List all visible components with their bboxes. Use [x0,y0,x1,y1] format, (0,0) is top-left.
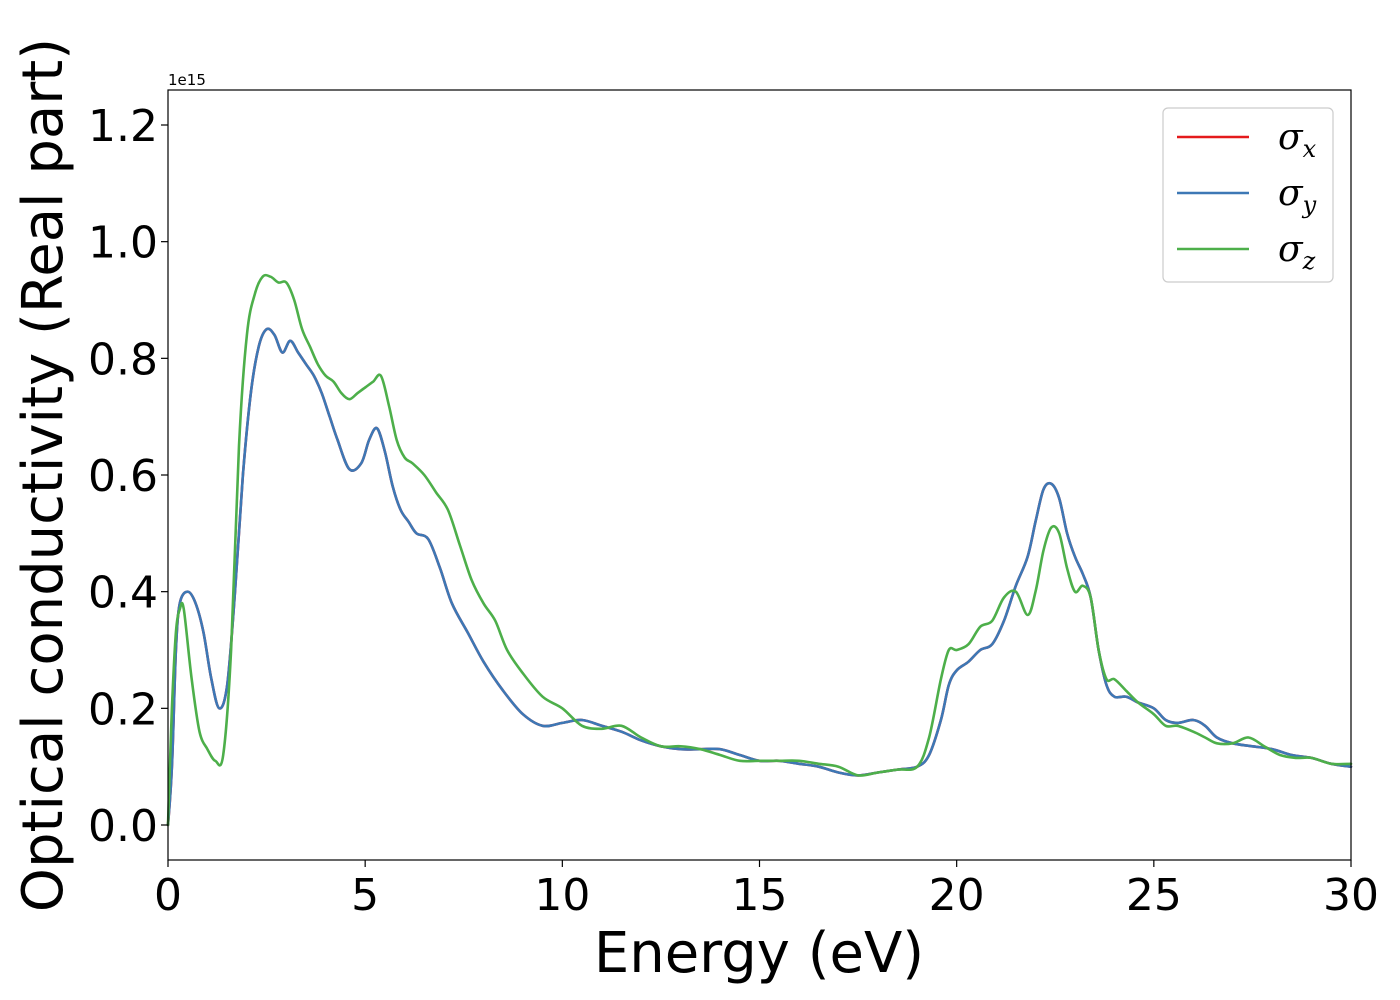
series-line-y [166,327,1353,827]
y-axis-ticks: 0.0 0.2 0.4 0.6 0.8 1.0 1.2 [88,101,168,852]
legend-label-y: σy [1278,173,1317,219]
x-axis-ticks: 0 5 10 15 20 25 30 [154,860,1379,921]
x-tick-label: 5 [351,870,379,921]
y-offset-label: 1e15 [168,71,206,89]
x-tick-label: 30 [1323,870,1379,921]
y-tick-label: 1.0 [88,218,158,269]
y-tick-label: 1.2 [88,101,158,152]
series-layer [166,273,1353,827]
y-tick-label: 0.0 [88,801,158,852]
legend-box [1162,107,1334,283]
y-tick-label: 0.2 [88,684,158,735]
series-line-z [166,273,1353,827]
y-tick-label: 0.8 [88,334,158,385]
y-tick-label: 0.6 [88,451,158,502]
x-axis-title: Energy (eV) [594,921,924,986]
x-tick-label: 20 [929,870,985,921]
y-axis-title: Optical conductivity (Real part) [11,38,76,912]
y-tick-label: 0.4 [88,568,158,619]
x-tick-label: 25 [1126,870,1182,921]
legend: σx σy σz [1162,107,1334,283]
legend-label-z: σz [1278,229,1316,275]
x-tick-label: 10 [534,870,590,921]
x-tick-label: 15 [732,870,788,921]
x-tick-label: 0 [154,870,182,921]
legend-label-x: σx [1278,117,1317,163]
